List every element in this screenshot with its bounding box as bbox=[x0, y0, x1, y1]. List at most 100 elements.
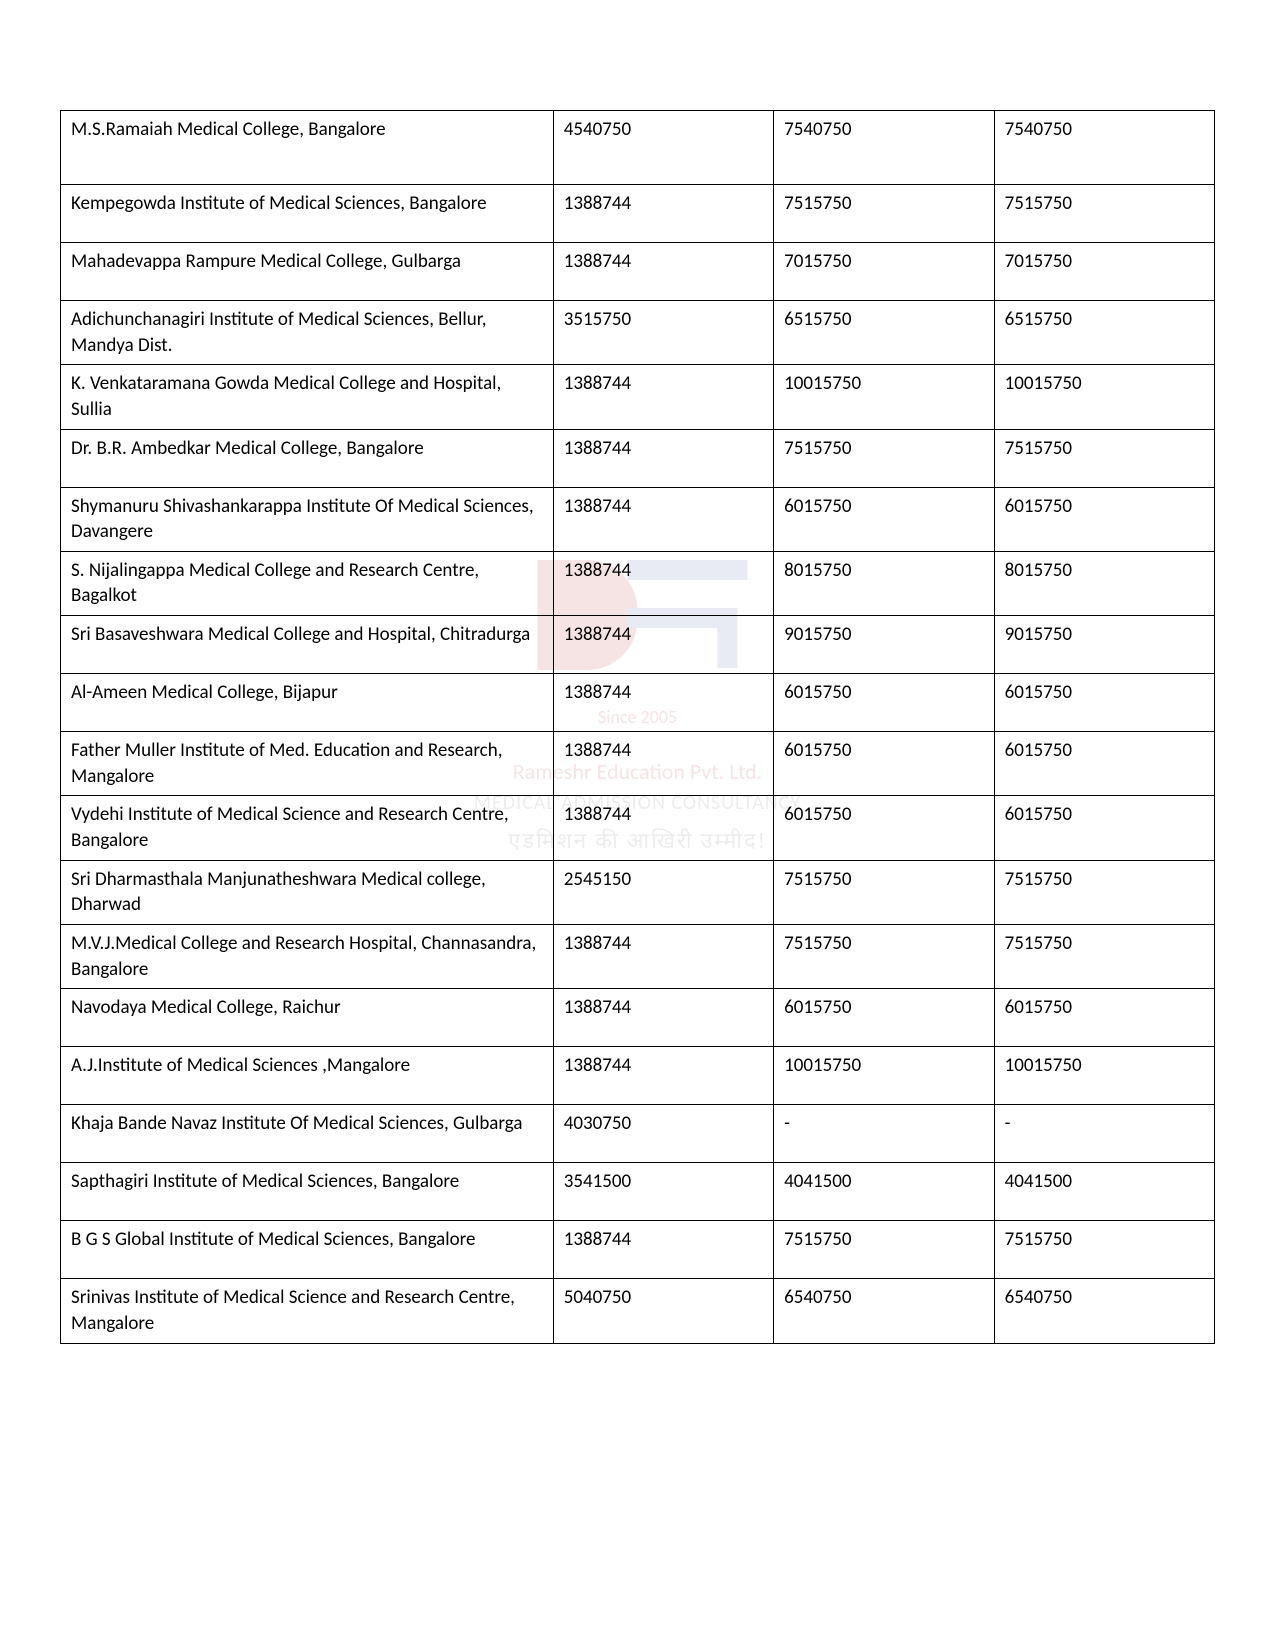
value-cell: 1388744 bbox=[553, 1047, 773, 1105]
medical-colleges-table: M.S.Ramaiah Medical College, Bangalore45… bbox=[60, 110, 1215, 1344]
value-cell: 1388744 bbox=[553, 732, 773, 796]
table-row: Shymanuru Shivashankarappa Institute Of … bbox=[61, 487, 1215, 551]
value-cell: 6540750 bbox=[994, 1279, 1214, 1343]
value-cell: 6015750 bbox=[994, 674, 1214, 732]
value-cell: 4041500 bbox=[774, 1163, 994, 1221]
value-cell: 5040750 bbox=[553, 1279, 773, 1343]
value-cell: 6015750 bbox=[994, 796, 1214, 860]
value-cell: 3515750 bbox=[553, 301, 773, 365]
table-row: Srinivas Institute of Medical Science an… bbox=[61, 1279, 1215, 1343]
value-cell: 7015750 bbox=[994, 243, 1214, 301]
value-cell: 4030750 bbox=[553, 1105, 773, 1163]
college-name-cell: Vydehi Institute of Medical Science and … bbox=[61, 796, 554, 860]
table-row: A.J.Institute of Medical Sciences ,Manga… bbox=[61, 1047, 1215, 1105]
table-row: M.V.J.Medical College and Research Hospi… bbox=[61, 924, 1215, 988]
value-cell: 7515750 bbox=[774, 429, 994, 487]
value-cell: 8015750 bbox=[774, 551, 994, 615]
value-cell: 2545150 bbox=[553, 860, 773, 924]
value-cell: 10015750 bbox=[774, 1047, 994, 1105]
table-row: Kempegowda Institute of Medical Sciences… bbox=[61, 185, 1215, 243]
table-row: Al-Ameen Medical College, Bijapur1388744… bbox=[61, 674, 1215, 732]
value-cell: - bbox=[994, 1105, 1214, 1163]
value-cell: 6515750 bbox=[994, 301, 1214, 365]
college-name-cell: Srinivas Institute of Medical Science an… bbox=[61, 1279, 554, 1343]
value-cell: 1388744 bbox=[553, 551, 773, 615]
value-cell: 6015750 bbox=[774, 732, 994, 796]
college-name-cell: Sri Dharmasthala Manjunatheshwara Medica… bbox=[61, 860, 554, 924]
value-cell: 8015750 bbox=[994, 551, 1214, 615]
value-cell: 7515750 bbox=[994, 924, 1214, 988]
value-cell: 7515750 bbox=[994, 1221, 1214, 1279]
value-cell: 7515750 bbox=[774, 924, 994, 988]
college-name-cell: Khaja Bande Navaz Institute Of Medical S… bbox=[61, 1105, 554, 1163]
table-row: Sapthagiri Institute of Medical Sciences… bbox=[61, 1163, 1215, 1221]
table-row: S. Nijalingappa Medical College and Rese… bbox=[61, 551, 1215, 615]
college-name-cell: Al-Ameen Medical College, Bijapur bbox=[61, 674, 554, 732]
value-cell: 1388744 bbox=[553, 674, 773, 732]
value-cell: 1388744 bbox=[553, 924, 773, 988]
college-name-cell: Kempegowda Institute of Medical Sciences… bbox=[61, 185, 554, 243]
value-cell: 10015750 bbox=[774, 365, 994, 429]
college-name-cell: M.V.J.Medical College and Research Hospi… bbox=[61, 924, 554, 988]
value-cell: 6015750 bbox=[774, 989, 994, 1047]
college-name-cell: S. Nijalingappa Medical College and Rese… bbox=[61, 551, 554, 615]
college-name-cell: Adichunchanagiri Institute of Medical Sc… bbox=[61, 301, 554, 365]
college-name-cell: Father Muller Institute of Med. Educatio… bbox=[61, 732, 554, 796]
college-name-cell: Sapthagiri Institute of Medical Sciences… bbox=[61, 1163, 554, 1221]
table-row: Mahadevappa Rampure Medical College, Gul… bbox=[61, 243, 1215, 301]
value-cell: 7515750 bbox=[774, 1221, 994, 1279]
value-cell: 4041500 bbox=[994, 1163, 1214, 1221]
college-name-cell: Dr. B.R. Ambedkar Medical College, Banga… bbox=[61, 429, 554, 487]
table-body: M.S.Ramaiah Medical College, Bangalore45… bbox=[61, 111, 1215, 1344]
value-cell: 9015750 bbox=[774, 616, 994, 674]
value-cell: 4540750 bbox=[553, 111, 773, 185]
value-cell: 1388744 bbox=[553, 365, 773, 429]
value-cell: 1388744 bbox=[553, 429, 773, 487]
value-cell: 6015750 bbox=[994, 732, 1214, 796]
table-row: Navodaya Medical College, Raichur1388744… bbox=[61, 989, 1215, 1047]
value-cell: 1388744 bbox=[553, 989, 773, 1047]
table-row: B G S Global Institute of Medical Scienc… bbox=[61, 1221, 1215, 1279]
value-cell: 6015750 bbox=[774, 796, 994, 860]
value-cell: 6515750 bbox=[774, 301, 994, 365]
value-cell: 10015750 bbox=[994, 1047, 1214, 1105]
value-cell: 7515750 bbox=[994, 860, 1214, 924]
value-cell: 1388744 bbox=[553, 796, 773, 860]
value-cell: 7515750 bbox=[774, 185, 994, 243]
value-cell: 1388744 bbox=[553, 616, 773, 674]
value-cell: 6015750 bbox=[774, 487, 994, 551]
table-row: Sri Dharmasthala Manjunatheshwara Medica… bbox=[61, 860, 1215, 924]
value-cell: 7515750 bbox=[994, 185, 1214, 243]
table-row: Khaja Bande Navaz Institute Of Medical S… bbox=[61, 1105, 1215, 1163]
table-row: Dr. B.R. Ambedkar Medical College, Banga… bbox=[61, 429, 1215, 487]
value-cell: 6540750 bbox=[774, 1279, 994, 1343]
college-name-cell: Sri Basaveshwara Medical College and Hos… bbox=[61, 616, 554, 674]
value-cell: 1388744 bbox=[553, 487, 773, 551]
college-name-cell: Mahadevappa Rampure Medical College, Gul… bbox=[61, 243, 554, 301]
college-name-cell: B G S Global Institute of Medical Scienc… bbox=[61, 1221, 554, 1279]
college-name-cell: K. Venkataramana Gowda Medical College a… bbox=[61, 365, 554, 429]
value-cell: 1388744 bbox=[553, 185, 773, 243]
table-row: Vydehi Institute of Medical Science and … bbox=[61, 796, 1215, 860]
college-name-cell: A.J.Institute of Medical Sciences ,Manga… bbox=[61, 1047, 554, 1105]
value-cell: 7515750 bbox=[774, 860, 994, 924]
value-cell: 7015750 bbox=[774, 243, 994, 301]
table-row: K. Venkataramana Gowda Medical College a… bbox=[61, 365, 1215, 429]
table-row: M.S.Ramaiah Medical College, Bangalore45… bbox=[61, 111, 1215, 185]
value-cell: 1388744 bbox=[553, 1221, 773, 1279]
value-cell: - bbox=[774, 1105, 994, 1163]
college-name-cell: M.S.Ramaiah Medical College, Bangalore bbox=[61, 111, 554, 185]
value-cell: 7540750 bbox=[774, 111, 994, 185]
table-row: Sri Basaveshwara Medical College and Hos… bbox=[61, 616, 1215, 674]
value-cell: 7515750 bbox=[994, 429, 1214, 487]
college-name-cell: Shymanuru Shivashankarappa Institute Of … bbox=[61, 487, 554, 551]
value-cell: 7540750 bbox=[994, 111, 1214, 185]
value-cell: 1388744 bbox=[553, 243, 773, 301]
value-cell: 6015750 bbox=[994, 487, 1214, 551]
table-row: Adichunchanagiri Institute of Medical Sc… bbox=[61, 301, 1215, 365]
college-name-cell: Navodaya Medical College, Raichur bbox=[61, 989, 554, 1047]
value-cell: 3541500 bbox=[553, 1163, 773, 1221]
value-cell: 6015750 bbox=[774, 674, 994, 732]
value-cell: 9015750 bbox=[994, 616, 1214, 674]
value-cell: 10015750 bbox=[994, 365, 1214, 429]
